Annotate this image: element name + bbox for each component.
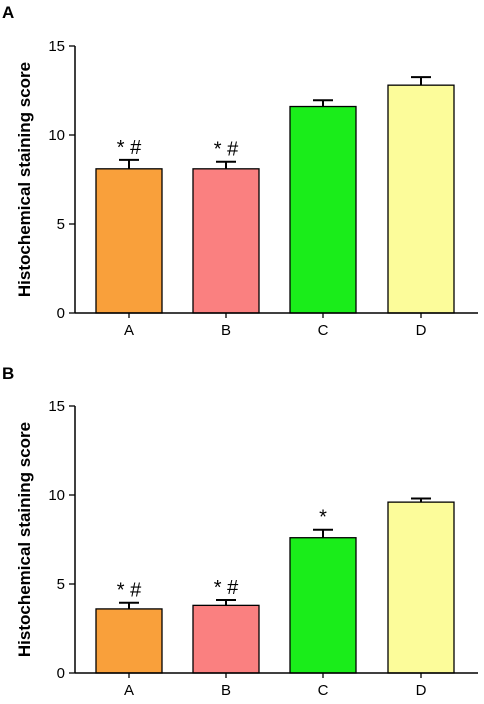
x-tick-label: B	[221, 322, 231, 339]
y-tick-label: 5	[57, 216, 65, 233]
significance-annotation: * #	[117, 580, 142, 602]
x-tick-label: D	[416, 682, 427, 699]
y-tick-label: 10	[48, 127, 65, 144]
panel-label: B	[2, 364, 14, 383]
significance-annotation: * #	[117, 137, 142, 159]
y-tick-label: 0	[57, 665, 65, 682]
x-tick-label: C	[318, 322, 329, 339]
bar-C	[289, 105, 357, 314]
significance-annotation: *	[319, 507, 327, 529]
bar-C	[289, 537, 357, 674]
y-axis-label: Histochemical staining score	[15, 422, 34, 657]
x-tick-label: A	[124, 322, 134, 339]
bar-B	[192, 168, 260, 314]
y-tick-label: 10	[48, 487, 65, 504]
y-tick-label: 0	[57, 305, 65, 322]
bar-B	[192, 604, 260, 674]
y-axis-label: Histochemical staining score	[15, 62, 34, 297]
significance-annotation: * #	[214, 139, 239, 161]
x-tick-label: C	[318, 682, 329, 699]
y-tick-label: 15	[48, 398, 65, 415]
y-tick-label: 5	[57, 576, 65, 593]
x-tick-label: A	[124, 682, 134, 699]
significance-annotation: * #	[214, 577, 239, 599]
x-tick-label: B	[221, 682, 231, 699]
bar-D	[387, 84, 455, 314]
bar-D	[387, 501, 455, 674]
bar-A	[95, 608, 163, 674]
x-tick-label: D	[416, 322, 427, 339]
bar-A	[95, 168, 163, 314]
y-tick-label: 15	[48, 38, 65, 55]
panel-label: A	[2, 3, 14, 22]
